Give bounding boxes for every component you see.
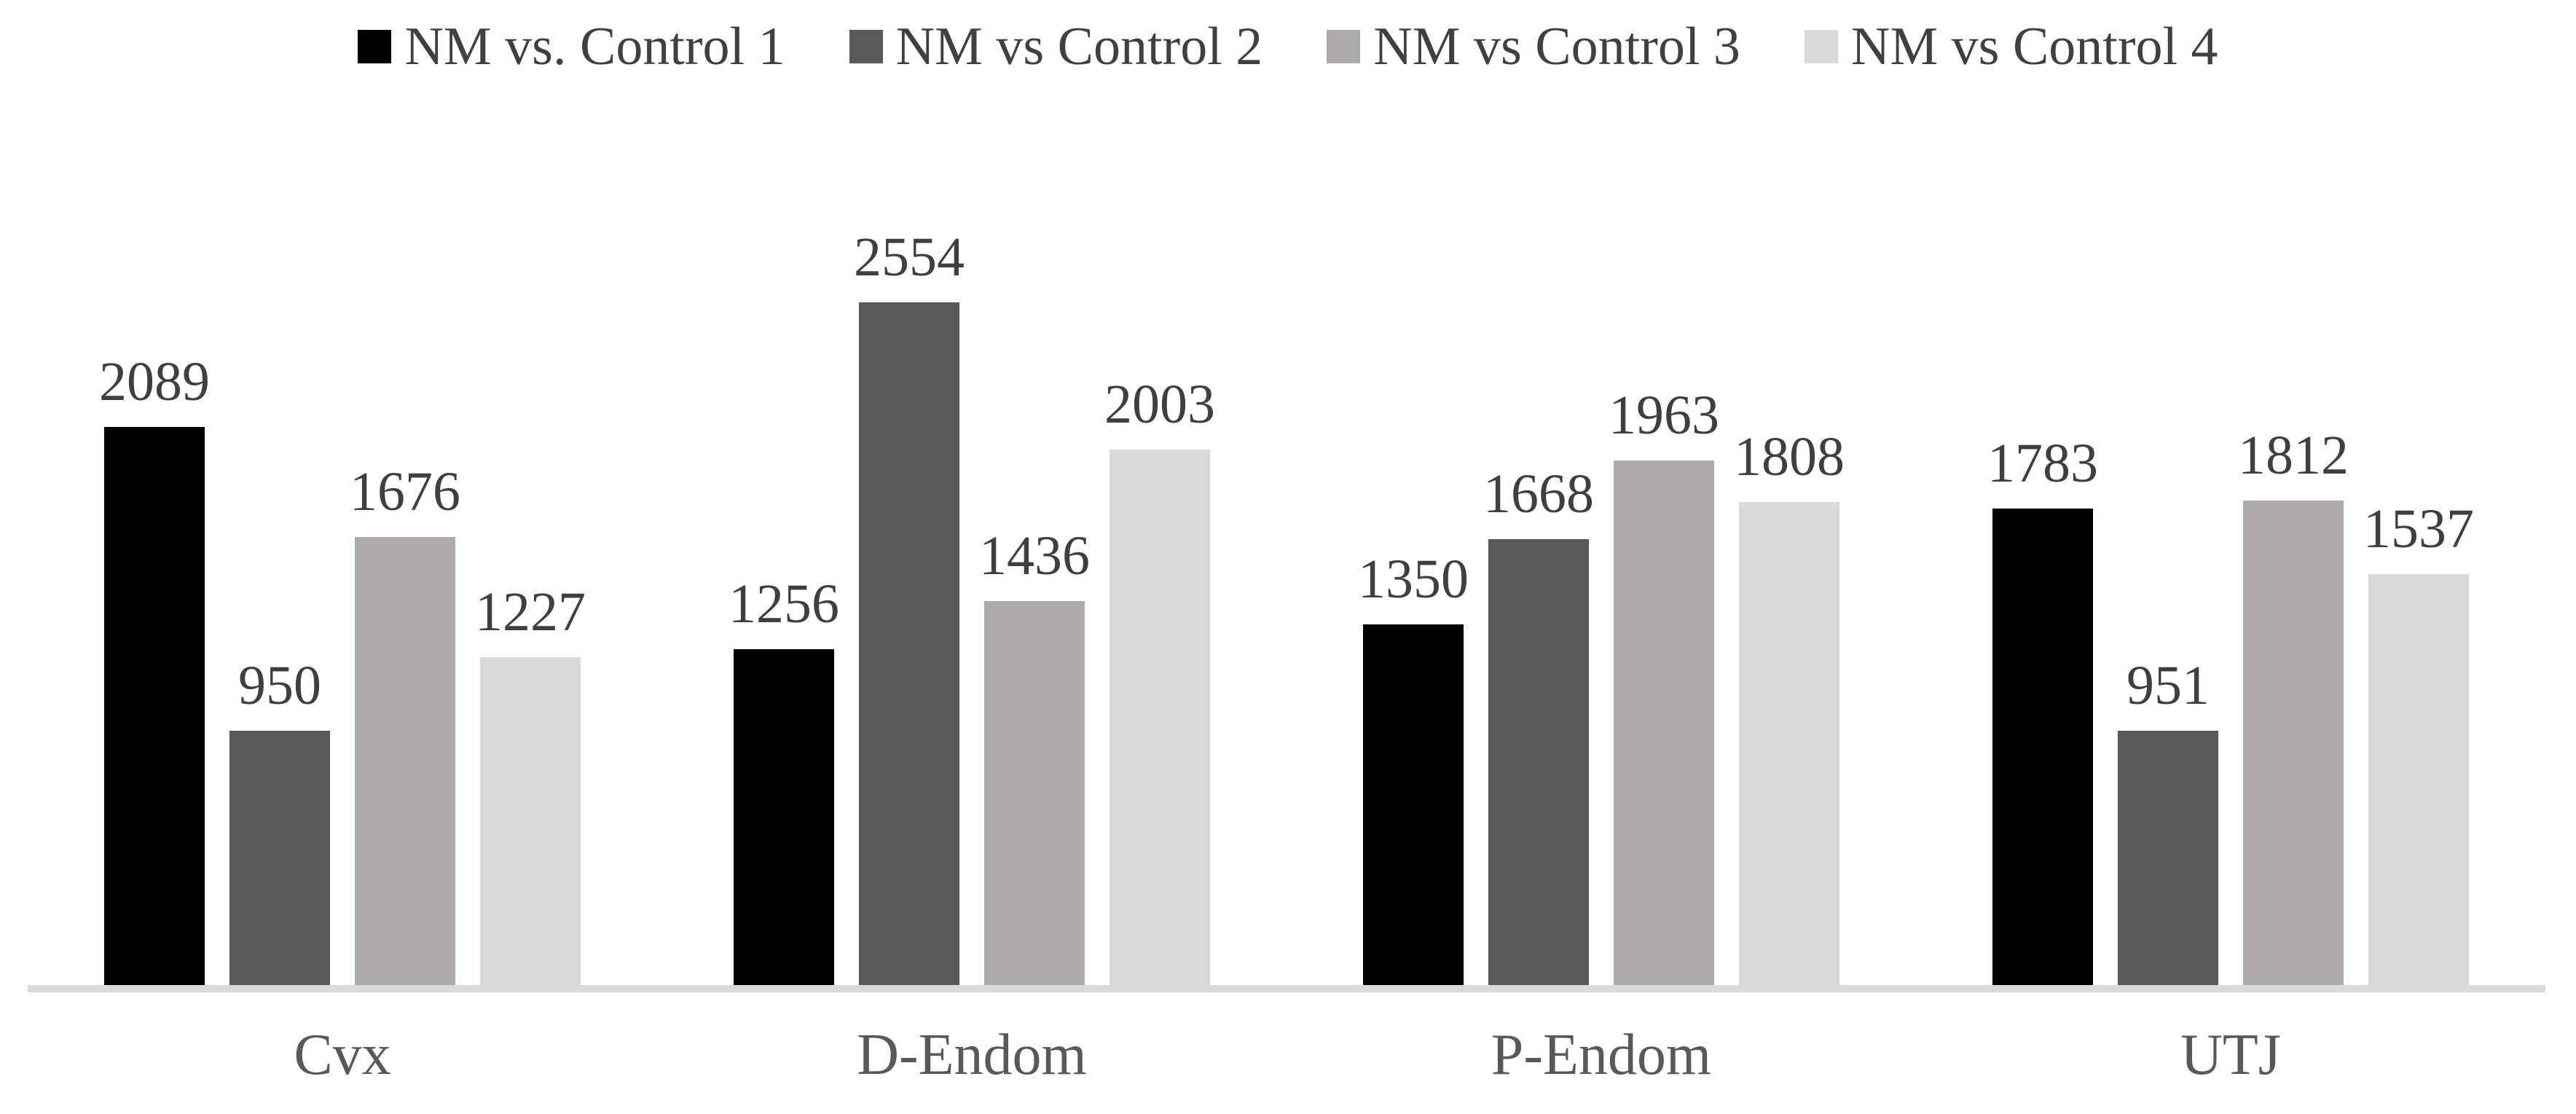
bar-value-label: 2554 bbox=[854, 227, 965, 288]
bar: 2003 bbox=[1104, 377, 1215, 985]
bar-group-cvx: 2089 950 1676 1227 bbox=[28, 0, 657, 985]
bar: 2089 bbox=[99, 354, 210, 985]
bar-group-utj: 1783 951 1812 1537 bbox=[1916, 0, 2545, 985]
legend-item: NM vs. Control 1 bbox=[358, 20, 785, 74]
bar-value-label: 951 bbox=[2127, 655, 2210, 716]
bar-value-label: 1808 bbox=[1734, 426, 1845, 487]
legend-swatch-icon bbox=[849, 30, 883, 63]
bar-value-label: 1963 bbox=[1609, 385, 1719, 446]
bar: 1350 bbox=[1358, 552, 1469, 985]
bar: 1963 bbox=[1609, 388, 1719, 985]
legend-label: NM vs. Control 1 bbox=[404, 17, 785, 77]
bar-value-label: 1350 bbox=[1358, 549, 1469, 610]
legend-item: NM vs Control 4 bbox=[1804, 17, 2218, 77]
category-label: UTJ bbox=[2180, 1023, 2281, 1087]
bar-value-label: 1812 bbox=[2238, 425, 2349, 486]
bar-value-label: 1668 bbox=[1483, 463, 1594, 525]
legend-swatch-icon bbox=[358, 30, 392, 63]
bar: 1256 bbox=[729, 576, 839, 985]
bar: 2554 bbox=[854, 230, 965, 985]
bar: 1783 bbox=[1987, 436, 2098, 985]
category-label: D-Endom bbox=[857, 1023, 1087, 1087]
category-label: Cvx bbox=[294, 1023, 391, 1087]
legend-label: NM vs Control 3 bbox=[1373, 17, 1740, 77]
bar: 950 bbox=[229, 658, 330, 985]
bar: 1808 bbox=[1734, 429, 1845, 985]
bar: 1537 bbox=[2363, 501, 2474, 985]
legend-swatch-icon bbox=[1804, 30, 1838, 63]
bar-value-label: 1256 bbox=[729, 573, 839, 635]
legend-label: NM vs Control 4 bbox=[1850, 17, 2218, 77]
bar-value-label: 2089 bbox=[99, 351, 210, 412]
legend-item: NM vs Control 2 bbox=[849, 20, 1263, 74]
bar-value-label: 1537 bbox=[2363, 498, 2474, 560]
bar: 1812 bbox=[2238, 428, 2349, 985]
bar: 1668 bbox=[1483, 466, 1594, 985]
bar-value-label: 1227 bbox=[475, 581, 586, 643]
legend-label: NM vs Control 2 bbox=[895, 17, 1263, 77]
bar-value-label: 1676 bbox=[350, 461, 460, 522]
bar-value-label: 1436 bbox=[979, 525, 1090, 587]
x-axis-category-labels: Cvx D-Endom P-Endom UTJ bbox=[28, 1026, 2545, 1084]
bar-value-label: 1783 bbox=[1987, 433, 2098, 494]
bar: 1436 bbox=[979, 528, 1090, 985]
bar-value-label: 2003 bbox=[1104, 374, 1215, 435]
bar-group-d-endom: 1256 2554 1436 2003 bbox=[657, 0, 1287, 985]
legend-swatch-icon bbox=[1327, 30, 1361, 63]
category-label: P-Endom bbox=[1491, 1023, 1712, 1087]
bar: 951 bbox=[2118, 658, 2218, 985]
x-axis-line bbox=[28, 985, 2545, 992]
legend-item: NM vs Control 3 bbox=[1327, 20, 1740, 74]
bar-value-label: 950 bbox=[238, 655, 321, 716]
bar: 1676 bbox=[350, 464, 460, 985]
plot-area: 2089 950 1676 1227 1256 2554 1436 2003 1350 1668 1… bbox=[28, 0, 2545, 985]
bar: 1227 bbox=[475, 584, 586, 985]
legend: NM vs. Control 1 NM vs Control 2 NM vs Con… bbox=[0, 13, 2576, 80]
bar-group-p-endom: 1350 1668 1963 1808 bbox=[1287, 0, 1916, 985]
